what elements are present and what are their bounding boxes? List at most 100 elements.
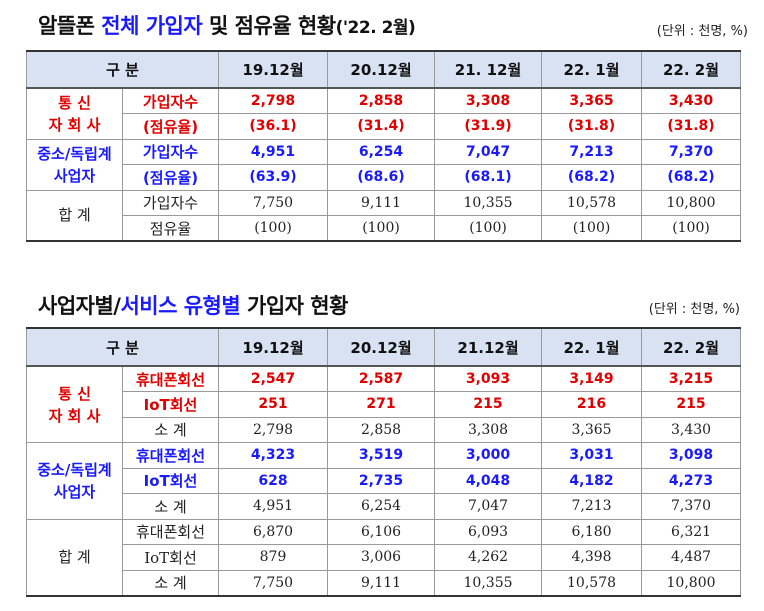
group-label: 중소/독립계 사업자 [26,138,123,191]
value-cell: (68.2) [641,164,742,191]
header-category: 구 분 [25,50,220,89]
value-cell: 4,487 [641,544,742,571]
value-cell: (100) [327,215,436,242]
value-cell: 6,106 [327,518,436,545]
table-row: 소 계 7,750 9,111 10,355 10,578 10,800 [27,569,742,596]
row-label: 소 계 [121,569,220,596]
value-cell: 628 [218,467,329,494]
value-cell: 3,430 [641,416,742,443]
table2-title-highlight: 서비스 유형별 [120,294,241,318]
row-label: 소 계 [121,416,220,443]
header-period: 19.12월 [218,327,329,367]
header-period: 20.12월 [327,50,436,89]
value-cell: 3,308 [434,87,543,114]
table1-subscriber-share: 구 분 19.12월 20.12월 21. 12월 22. 1월 22. 2월 … [25,50,742,242]
value-cell: 3,098 [641,442,742,469]
table2-title: 사업자별/서비스 유형별 가입자 현황 [38,290,348,320]
table1-title-date: ('22. 2월) [335,18,416,38]
table2-service-type: 구 분 19.12월 20.12월 21.12월 22. 1월 22. 2월 통… [25,327,742,597]
header-period: 22. 2월 [641,50,742,89]
value-cell: 6,321 [641,518,742,545]
row-label: IoT회선 [121,544,220,571]
table-row: 중소/독립계 사업자 휴대폰회선 4,323 3,519 3,000 3,031 3,098 [26,442,742,520]
group-label-line: 중소/독립계 [37,144,112,163]
value-cell: 3,006 [327,544,436,571]
value-cell: 3,149 [541,365,643,392]
value-cell: 3,093 [434,365,543,392]
header-period: 21. 12월 [434,50,543,89]
value-cell: 3,430 [641,87,742,114]
row-label: 소 계 [121,493,220,520]
row-label: 점유율 [121,215,220,242]
value-cell: 2,858 [327,87,436,114]
row-label: (점유율) [121,164,220,191]
value-cell: 9,111 [327,189,436,216]
value-cell: 7,047 [434,493,543,520]
group-label-line: 통 신 [58,384,91,403]
value-cell: 7,370 [641,493,742,520]
header-period: 22. 1월 [541,50,643,89]
table2-title-part-a: 사업자별/ [38,294,121,318]
group-label-line: 사업자 [53,482,96,501]
table1-title: 알뜰폰 전체 가입자 및 점유율 현황('22. 2월) [38,10,416,40]
value-cell: 3,365 [541,87,643,114]
table-row: (점유율) (63.9) (68.6) (68.1) (68.2) (68.2) [27,164,742,191]
row-label: 휴대폰회선 [121,518,220,545]
value-cell: 7,370 [641,138,742,165]
value-cell: 7,047 [434,138,543,165]
value-cell: 4,273 [641,467,742,494]
value-cell: 2,798 [218,87,329,114]
value-cell: 2,735 [327,467,436,494]
value-cell: 6,254 [327,493,436,520]
value-cell: 3,215 [641,365,742,392]
value-cell: (100) [434,215,543,242]
value-cell: (68.6) [327,164,436,191]
value-cell: 2,858 [327,416,436,443]
value-cell: (68.2) [541,164,643,191]
value-cell: 4,951 [218,493,329,520]
value-cell: 4,323 [218,442,329,469]
value-cell: 7,213 [541,138,643,165]
table-row: (점유율) (36.1) (31.4) (31.9) (31.8) (31.8) [27,113,742,140]
group-label: 합 계 [26,518,123,596]
table-row: IoT회선 251 271 215 216 215 [27,391,742,418]
table-row: 합 계 휴대폰회선 6,870 6,106 6,093 6,180 6,321 [26,518,742,596]
value-cell: 3,519 [327,442,436,469]
group-label-line: 중소/독립계 [37,460,112,479]
value-cell: 6,870 [218,518,329,545]
value-cell: (63.9) [218,164,329,191]
row-label: 가입자수 [121,87,220,114]
value-cell: 2,547 [218,365,329,392]
table2-title-part-c: 가입자 현황 [240,294,348,318]
group-label-line: 자 회 사 [48,406,101,425]
value-cell: 10,578 [541,569,643,596]
table-row: IoT회선 628 2,735 4,048 4,182 4,273 [27,467,742,494]
value-cell: (31.8) [641,113,742,140]
value-cell: 10,800 [641,569,742,596]
table1-unit: (단위 : 천명, %) [656,24,748,39]
table-row: IoT회선 879 3,006 4,262 4,398 4,487 [27,544,742,571]
row-label: 휴대폰회선 [121,365,220,392]
value-cell: 10,355 [434,569,543,596]
value-cell: 215 [434,391,543,418]
row-label: IoT회선 [121,467,220,494]
value-cell: 4,398 [541,544,643,571]
value-cell: (31.9) [434,113,543,140]
table-row: 소 계 2,798 2,858 3,308 3,365 3,430 [27,416,742,443]
row-label: 휴대폰회선 [121,442,220,469]
table1-title-part-c: 및 점유율 현황 [202,14,336,38]
table-row: 소 계 4,951 6,254 7,047 7,213 7,370 [27,493,742,520]
group-label-line: 합 계 [58,206,91,225]
value-cell: 10,578 [541,189,643,216]
row-label: 가입자수 [121,138,220,165]
row-label: (점유율) [121,113,220,140]
value-cell: (68.1) [434,164,543,191]
value-cell: 6,254 [327,138,436,165]
header-period: 22. 1월 [541,327,643,367]
value-cell: 10,800 [641,189,742,216]
